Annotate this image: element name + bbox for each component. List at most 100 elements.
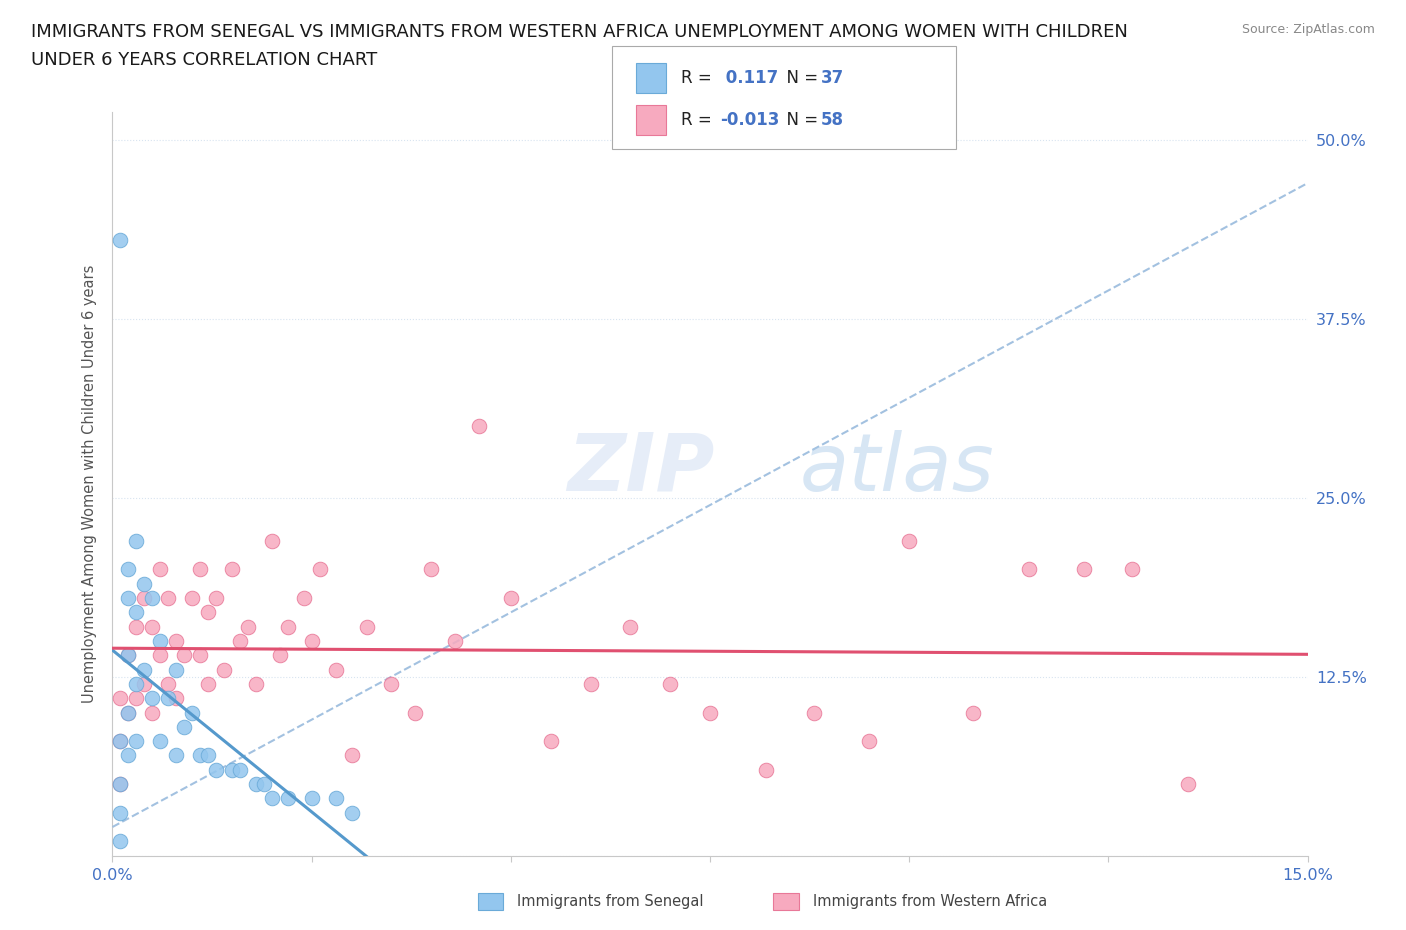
Point (110, 734, 132, 749)
Point (356, 619, 378, 634)
Point (898, 534, 921, 549)
Point (110, 232, 132, 247)
Point (245, 676, 267, 691)
Point (579, 676, 602, 691)
Point (117, 748, 139, 763)
Point (134, 662, 156, 677)
Point (301, 633, 323, 648)
Point (619, 619, 641, 634)
Point (245, 777, 267, 791)
Text: R =: R = (681, 111, 717, 129)
Text: N =: N = (776, 111, 824, 129)
Point (404, 705, 426, 720)
Point (659, 676, 682, 691)
Point (858, 734, 880, 749)
Point (157, 676, 180, 691)
Point (181, 705, 204, 720)
Point (277, 790, 299, 805)
Point (962, 705, 984, 720)
Point (141, 591, 163, 605)
Point (188, 748, 211, 763)
Point (110, 805, 132, 820)
Point (197, 604, 219, 619)
Point (340, 748, 363, 763)
Text: UNDER 6 YEARS CORRELATION CHART: UNDER 6 YEARS CORRELATION CHART (31, 51, 377, 69)
Point (149, 633, 172, 648)
Point (229, 633, 252, 648)
Point (236, 619, 259, 634)
Point (117, 648, 139, 663)
Point (141, 705, 163, 720)
Text: -0.013: -0.013 (720, 111, 779, 129)
Point (188, 562, 211, 577)
Point (125, 734, 148, 749)
Point (325, 662, 347, 677)
Point (205, 763, 228, 777)
Point (117, 648, 139, 663)
Point (117, 705, 139, 720)
Text: N =: N = (776, 69, 824, 87)
Point (165, 662, 187, 677)
Point (117, 591, 139, 605)
Point (197, 676, 219, 691)
Point (125, 619, 148, 634)
Point (221, 562, 243, 577)
Point (149, 648, 172, 663)
Text: atlas: atlas (800, 430, 994, 508)
Point (1121, 562, 1143, 577)
Y-axis label: Unemployment Among Women with Children Under 6 years: Unemployment Among Women with Children U… (82, 264, 97, 703)
Point (340, 805, 363, 820)
Point (110, 777, 132, 791)
Point (173, 648, 195, 663)
Text: ZIP: ZIP (567, 430, 714, 508)
Point (181, 591, 204, 605)
Point (149, 734, 172, 749)
Point (1177, 777, 1199, 791)
Text: 0.117: 0.117 (720, 69, 778, 87)
Point (134, 591, 156, 605)
Point (173, 720, 195, 735)
Point (141, 619, 163, 634)
Point (380, 676, 402, 691)
Point (149, 562, 172, 577)
Point (803, 705, 825, 720)
Point (253, 777, 276, 791)
Point (157, 591, 180, 605)
Text: Immigrants from Senegal: Immigrants from Senegal (517, 894, 704, 909)
Point (125, 676, 148, 691)
Point (699, 705, 721, 720)
Point (117, 562, 139, 577)
Point (117, 705, 139, 720)
Point (188, 648, 211, 663)
Point (468, 418, 491, 433)
Point (110, 691, 132, 706)
Point (420, 562, 443, 577)
Point (110, 777, 132, 791)
Point (444, 633, 467, 648)
Point (277, 619, 299, 634)
Text: 37: 37 (821, 69, 845, 87)
Point (134, 676, 156, 691)
Point (292, 591, 315, 605)
Text: Immigrants from Western Africa: Immigrants from Western Africa (813, 894, 1047, 909)
Point (499, 591, 522, 605)
Point (165, 748, 187, 763)
Point (165, 633, 187, 648)
Text: IMMIGRANTS FROM SENEGAL VS IMMIGRANTS FROM WESTERN AFRICA UNEMPLOYMENT AMONG WOM: IMMIGRANTS FROM SENEGAL VS IMMIGRANTS FR… (31, 23, 1128, 41)
Point (125, 604, 148, 619)
Text: 58: 58 (821, 111, 844, 129)
Point (110, 734, 132, 749)
Point (755, 763, 778, 777)
Point (221, 763, 243, 777)
Point (269, 648, 291, 663)
Text: R =: R = (681, 69, 717, 87)
Point (212, 662, 235, 677)
Point (308, 562, 330, 577)
Point (1018, 562, 1040, 577)
Point (165, 691, 187, 706)
Point (1073, 562, 1095, 577)
Point (197, 748, 219, 763)
Point (125, 691, 148, 706)
Point (325, 790, 347, 805)
Point (134, 577, 156, 591)
